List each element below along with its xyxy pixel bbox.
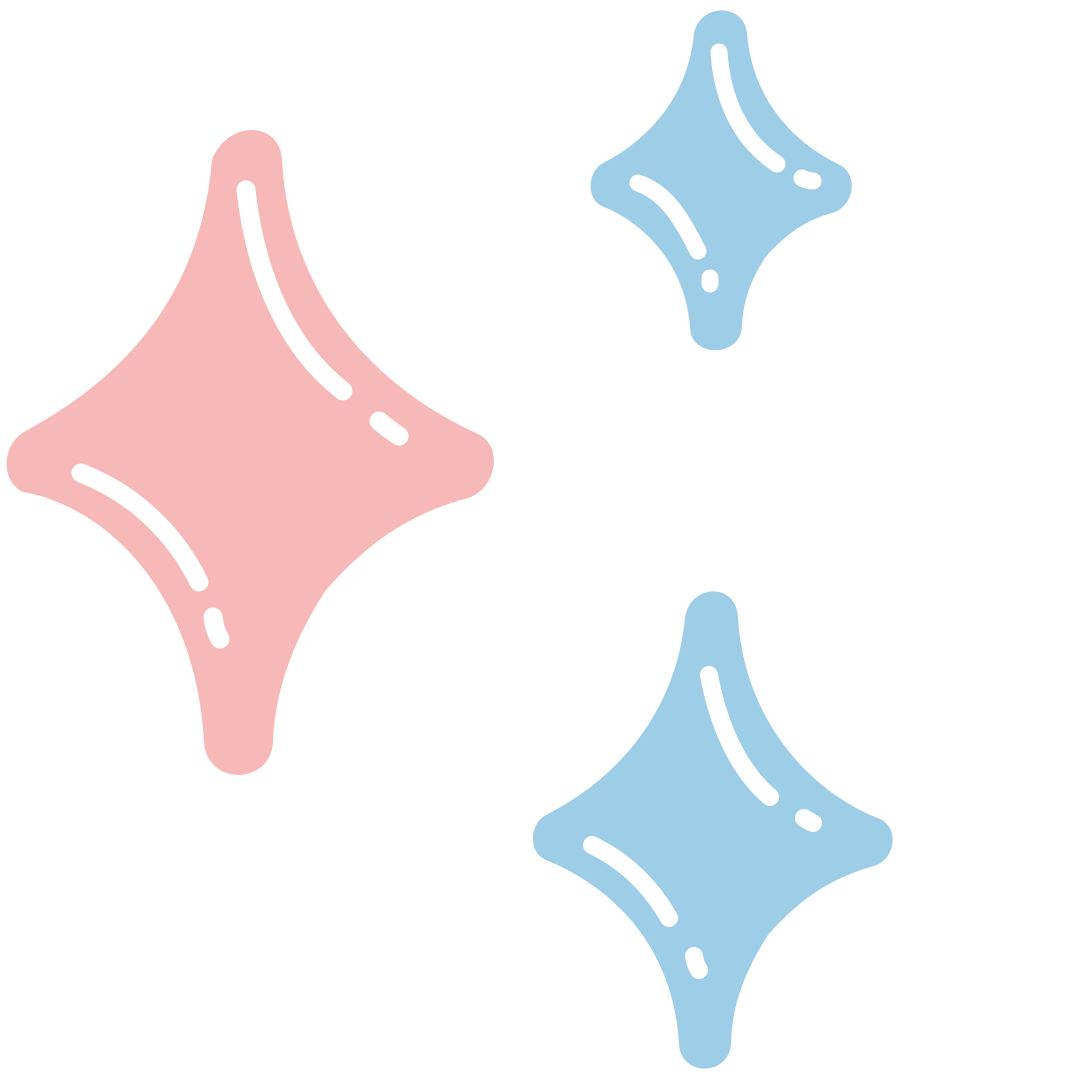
sparkle-small-blue-icon [590, 10, 852, 351]
sparkle-large-pink-highlights [71, 180, 409, 649]
sparkle-medium-blue-highlights [583, 666, 822, 979]
sparkle-medium-blue-icon [532, 591, 893, 1069]
sparkle-large-pink-icon [6, 130, 494, 775]
sparkle-small-blue-highlights [629, 43, 822, 293]
